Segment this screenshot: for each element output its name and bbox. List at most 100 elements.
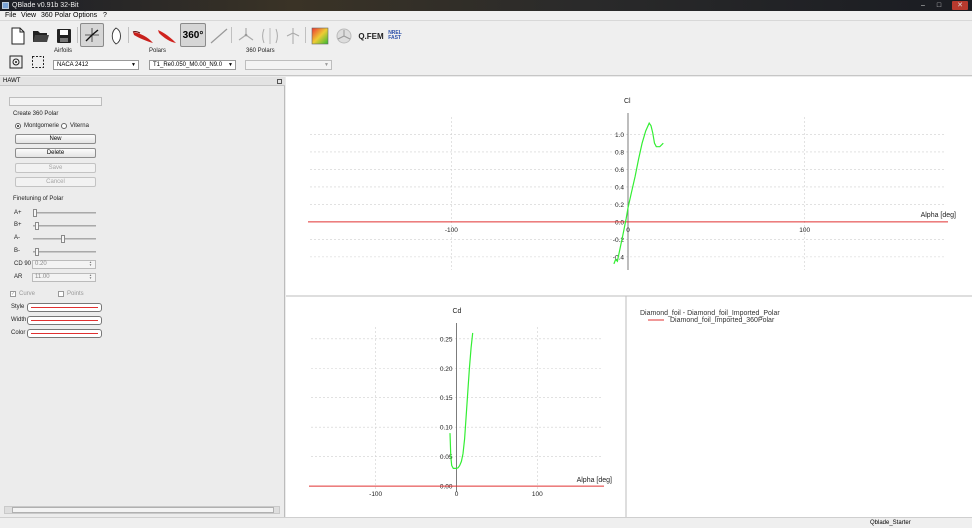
points-checkbox[interactable] xyxy=(58,291,64,297)
nrel-label: NREL xyxy=(388,30,402,36)
polar-graph-icon xyxy=(85,28,99,42)
cl-graph[interactable]: 1.00.80.60.40.20.0-0.2-0.4-1000100ClAlph… xyxy=(308,98,956,270)
hawt-dock-panel: HAWT Create 360 Polar Montgomerie Vitern… xyxy=(0,77,285,517)
polar-view-button[interactable] xyxy=(80,23,104,47)
style-label: Style xyxy=(11,304,25,310)
fit-view-button[interactable] xyxy=(6,52,26,72)
simulation-button[interactable] xyxy=(308,24,332,48)
cd-y-tick-label: 0.10 xyxy=(440,425,453,432)
menu-file[interactable]: File xyxy=(5,12,17,19)
curve-checkbox[interactable]: ✓ xyxy=(10,291,16,297)
cd-y-tick-label: 0.05 xyxy=(440,454,453,461)
polars-label: Polars xyxy=(149,48,167,54)
cd-x-tick-label: -100 xyxy=(369,491,382,498)
b-plus-slider-handle[interactable] xyxy=(35,222,39,230)
b-minus-label: B- xyxy=(14,248,20,254)
ar-value: 11.00 xyxy=(35,274,50,280)
center-view-icon xyxy=(9,55,23,69)
cl-y-tick-label: 0.8 xyxy=(615,149,624,156)
nrel-fast-button[interactable]: NREL FAST xyxy=(384,24,406,48)
fast-label: FAST xyxy=(388,35,401,41)
graphs-svg: 1.00.80.60.40.20.0-0.2-0.4-1000100ClAlph… xyxy=(286,98,972,517)
save-icon xyxy=(57,29,71,43)
new-button[interactable]: New xyxy=(15,134,96,144)
cancel-button[interactable]: Cancel xyxy=(15,177,96,187)
airfoil-view-button[interactable] xyxy=(104,24,128,48)
polar-name-field[interactable] xyxy=(9,97,102,106)
polar-select-value: T1_Re0.050_M0.00_N9.0 xyxy=(153,62,223,68)
blade-design-vawt-button[interactable] xyxy=(155,24,179,48)
turbine-sim-icon xyxy=(336,28,352,44)
cl-series-line xyxy=(613,121,664,265)
cd-y-tick-label: 0.00 xyxy=(440,484,453,491)
save-polar-button[interactable]: Save xyxy=(15,163,96,173)
cl-y-tick-label: -0.2 xyxy=(613,237,625,244)
ar-spinbox[interactable]: 11.00 ▲ ▼ xyxy=(32,273,96,282)
b-plus-slider[interactable] xyxy=(33,225,96,227)
new-file-icon xyxy=(11,27,25,45)
viterna-label: Viterna xyxy=(70,123,89,129)
viterna-radio[interactable] xyxy=(61,123,67,129)
save-button[interactable] xyxy=(52,24,76,48)
hawt-rotor-button[interactable] xyxy=(234,24,258,48)
curve-label: Curve xyxy=(19,291,36,297)
graph-area: 1.00.80.60.40.20.0-0.2-0.4-1000100ClAlph… xyxy=(286,77,972,517)
a-plus-slider-handle[interactable] xyxy=(33,209,37,217)
line-tool-button[interactable] xyxy=(207,24,231,48)
menu-help[interactable]: ? xyxy=(103,12,107,19)
cl-x-tick-label: 100 xyxy=(799,227,810,234)
turbine-button[interactable] xyxy=(281,24,305,48)
cd-x-tick-label: 100 xyxy=(532,491,543,498)
dock-horizontal-scrollbar[interactable] xyxy=(4,506,280,514)
legend-entry: Diamond_foil_Imported_360Polar xyxy=(670,317,775,324)
open-button[interactable] xyxy=(29,24,53,48)
hawt-rotor-icon xyxy=(238,28,254,41)
airfoil-select[interactable]: NACA 2412 ▼ xyxy=(53,60,139,70)
cl-y-tick-label: 0.4 xyxy=(615,184,624,191)
minimize-button[interactable]: – xyxy=(921,2,925,9)
qfem-button[interactable]: Q.FEM xyxy=(358,24,384,48)
float-dock-icon[interactable] xyxy=(277,79,282,84)
montgomerie-label: Montgomerie xyxy=(24,123,60,129)
line-color-picker[interactable] xyxy=(27,329,102,338)
close-button[interactable]: ✕ xyxy=(952,1,968,10)
turbine-sim-button[interactable] xyxy=(332,24,356,48)
menu-view[interactable]: View xyxy=(21,12,37,19)
delete-button[interactable]: Delete xyxy=(15,148,96,158)
scrollbar-thumb[interactable] xyxy=(12,507,274,513)
cd-series-line xyxy=(449,332,474,469)
dock-title-label: HAWT xyxy=(3,78,21,84)
line-style-picker[interactable] xyxy=(27,303,102,312)
polar-360-button[interactable]: 360° xyxy=(180,23,206,47)
finetuning-heading: Finetuning of Polar xyxy=(13,196,64,202)
legend-header: Diamond_foil - Diamond_foil_Imported_Pol… xyxy=(640,310,780,317)
cl-x-axis-label: Alpha [deg] xyxy=(921,212,956,219)
cd90-label: CD 90 xyxy=(14,261,32,267)
toolbar-separator xyxy=(128,27,129,43)
window-title: QBlade v0.91b 32-Bit xyxy=(12,2,79,9)
polar-select[interactable]: T1_Re0.050_M0.00_N9.0 ▼ xyxy=(149,60,236,70)
cd90-value: 0.20 xyxy=(35,261,47,267)
blade-design-button[interactable] xyxy=(131,24,155,48)
cd90-spinbox[interactable]: 0.20 ▲ ▼ xyxy=(32,260,96,269)
a-minus-slider-handle[interactable] xyxy=(61,235,65,243)
window-titlebar: QBlade v0.91b 32-Bit – □ ✕ xyxy=(0,0,972,11)
menu-360-polar[interactable]: 360 Polar xyxy=(41,12,71,19)
line-width-picker[interactable] xyxy=(27,316,102,325)
red-blade-icon xyxy=(132,31,153,43)
select-zoom-button[interactable] xyxy=(28,52,48,72)
b-minus-slider[interactable] xyxy=(33,251,96,253)
vawt-rotor-button[interactable] xyxy=(258,24,282,48)
width-label: Width xyxy=(11,317,27,323)
maximize-button[interactable]: □ xyxy=(936,2,942,9)
b-minus-slider-handle[interactable] xyxy=(35,248,39,256)
a-plus-slider[interactable] xyxy=(33,212,96,214)
menu-options[interactable]: Options xyxy=(73,12,98,19)
new-file-button[interactable] xyxy=(6,24,30,48)
cd-x-axis-label: Alpha [deg] xyxy=(577,477,612,484)
cd-graph[interactable]: 0.25 0.20 0.15 0.10 0.05 0.00 -100 0 100 Cd Alpha … xyxy=(309,308,612,498)
montgomerie-radio[interactable] xyxy=(15,123,21,129)
cl-x-tick-label: -100 xyxy=(445,227,458,234)
polar360-select[interactable]: ▼ xyxy=(245,60,332,70)
status-bar: Qblade_Starter xyxy=(0,517,972,528)
